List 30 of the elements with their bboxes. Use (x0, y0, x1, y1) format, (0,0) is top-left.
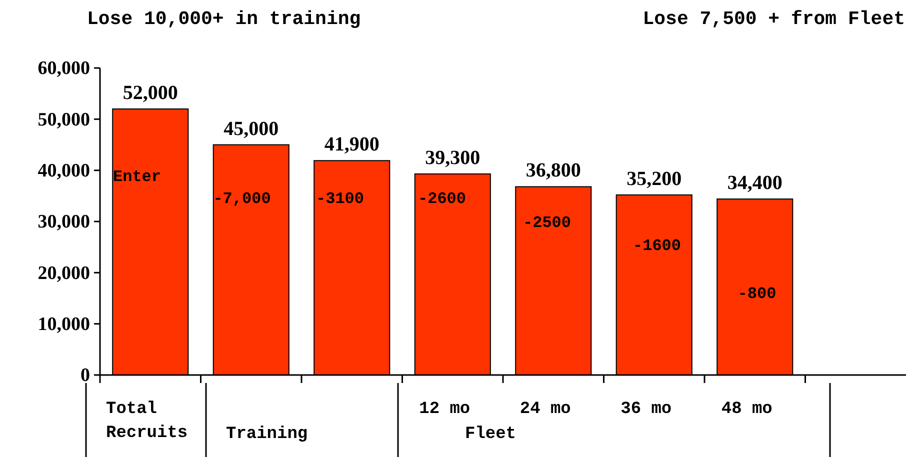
data-label: 52,000 (122, 82, 178, 104)
x-tick-label: Total Recruits (106, 400, 188, 443)
data-label: 39,300 (425, 146, 480, 169)
annotation: -2500 (522, 214, 572, 232)
annotation: -3100 (316, 190, 364, 208)
y-tick-label: 50,000 (38, 109, 90, 130)
y-tick-label: 20,000 (38, 262, 90, 284)
data-label: 36,800 (526, 160, 581, 182)
y-tick-label: 40,000 (38, 160, 90, 182)
data-label: 35,200 (626, 168, 682, 190)
data-label: 41,900 (324, 134, 380, 156)
text: Lose 10,000+ in training (87, 8, 361, 30)
x-tick-label: 36 mo (620, 400, 672, 419)
annotation: -2600 (418, 190, 466, 208)
text: Training (226, 425, 308, 444)
x-tick-label: 48 mo (721, 400, 772, 419)
annotation: -1600 (632, 237, 682, 255)
y-tick-label: 0 (80, 365, 90, 386)
data-label: 34,400 (727, 172, 782, 194)
x-tick-label: 12 mo (419, 400, 470, 419)
annotation: -800 (738, 285, 776, 303)
x-tick-label: 24 mo (520, 400, 571, 419)
y-tick-label: 10,000 (38, 314, 90, 335)
data-label: 45,000 (224, 118, 279, 140)
annotation: -7,000 (213, 190, 271, 208)
annotation: Enter (113, 168, 162, 186)
text: Fleet (465, 425, 516, 444)
y-tick-label: 60,000 (38, 58, 90, 80)
y-tick-label: 30,000 (38, 212, 90, 233)
text: Lose 7,500 + from Fleet (642, 8, 905, 30)
